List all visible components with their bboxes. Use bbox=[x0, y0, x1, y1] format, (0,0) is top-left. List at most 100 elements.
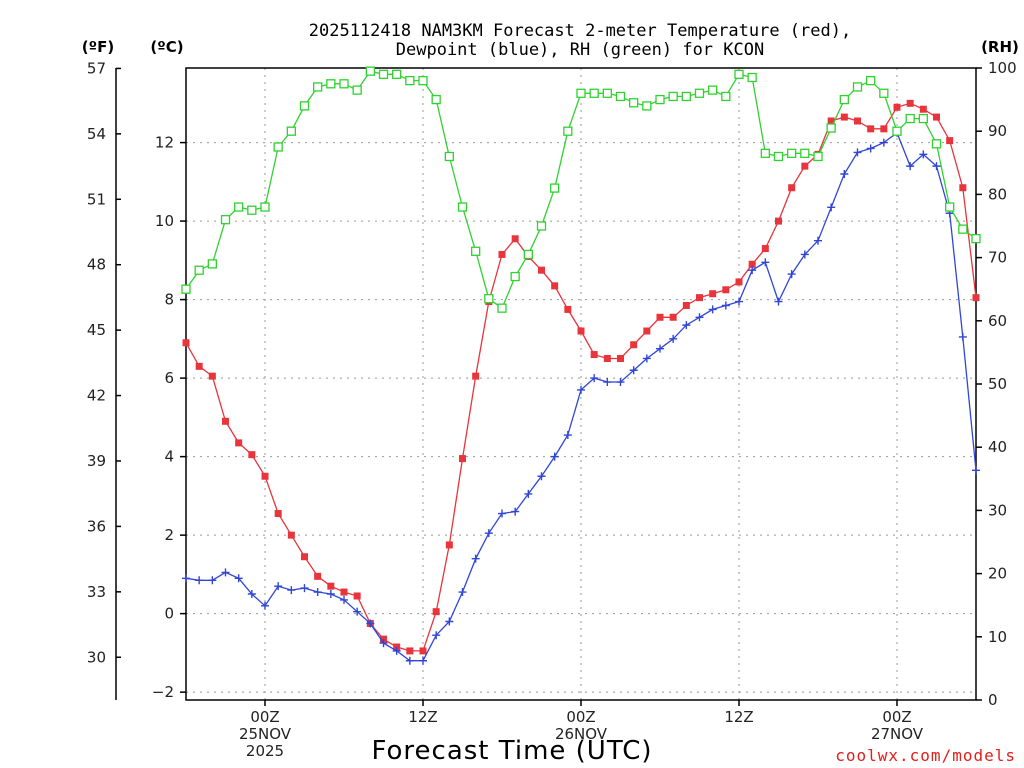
temperature-point bbox=[630, 341, 638, 349]
rh-point bbox=[655, 94, 665, 105]
dewpoint-point bbox=[471, 554, 480, 563]
rh-point bbox=[339, 79, 349, 89]
dewpoint-point bbox=[787, 270, 796, 279]
rh-point bbox=[813, 151, 823, 162]
dewpoint-point bbox=[629, 366, 638, 375]
rh-tick-label: 10 bbox=[988, 628, 1007, 646]
dewpoint-point bbox=[340, 595, 348, 604]
fahrenheit-tick-label: 33 bbox=[87, 583, 106, 601]
dewpoint-point bbox=[537, 472, 546, 481]
rh-tick-label: 0 bbox=[988, 691, 998, 709]
temperature-point bbox=[919, 105, 927, 113]
celsius-tick-label: 10 bbox=[155, 212, 174, 230]
rh-point bbox=[286, 126, 296, 136]
dewpoint-point bbox=[550, 452, 559, 461]
rh-point bbox=[800, 148, 810, 158]
dewpoint-point bbox=[853, 148, 862, 157]
rh-point bbox=[866, 75, 876, 86]
dewpoint-point bbox=[840, 169, 849, 178]
rh-point bbox=[708, 85, 718, 95]
rh-point bbox=[905, 113, 915, 124]
temperature-point bbox=[669, 313, 677, 321]
rh-tick-label: 90 bbox=[988, 122, 1007, 140]
temperature-point bbox=[432, 608, 440, 616]
rh-point bbox=[852, 82, 863, 92]
dewpoint-point bbox=[458, 588, 467, 597]
fahrenheit-tick-label: 57 bbox=[87, 59, 106, 77]
dewpoint-point bbox=[484, 529, 493, 538]
celsius-tick-label: 6 bbox=[164, 369, 174, 387]
rh-point bbox=[418, 75, 428, 86]
temperature-point bbox=[735, 278, 743, 286]
temperature-point bbox=[933, 113, 940, 121]
rh-point bbox=[760, 148, 770, 158]
temperature-point bbox=[893, 103, 901, 111]
series-rh bbox=[181, 66, 981, 313]
rh-point bbox=[365, 66, 375, 76]
temperature-point bbox=[959, 184, 967, 192]
rh-point bbox=[629, 98, 639, 108]
dewpoint-point bbox=[563, 431, 572, 440]
dewpoint-point bbox=[498, 509, 506, 518]
rh-point bbox=[471, 246, 481, 256]
dewpoint-point bbox=[656, 344, 664, 353]
temperature-point bbox=[261, 472, 269, 480]
x-tick-label: 12Z bbox=[724, 708, 753, 726]
dewpoint-point bbox=[392, 646, 401, 655]
x-tick-label: 00Z bbox=[882, 708, 911, 726]
dewpoint-point bbox=[682, 321, 691, 330]
temperature-point bbox=[880, 125, 888, 133]
dewpoint-point bbox=[616, 378, 625, 387]
rh-point bbox=[207, 259, 217, 269]
rh-point bbox=[681, 91, 691, 102]
rh-point bbox=[773, 151, 784, 162]
dewpoint-point bbox=[800, 250, 809, 259]
temperature-point bbox=[195, 362, 203, 370]
dewpoint-point bbox=[234, 574, 243, 583]
temperature-point bbox=[709, 290, 717, 298]
rh-point bbox=[392, 69, 402, 79]
rh-point bbox=[497, 303, 507, 313]
celsius-tick-label: 2 bbox=[164, 526, 174, 544]
celsius-tick-label: 8 bbox=[164, 291, 174, 309]
dewpoint-point bbox=[919, 150, 928, 159]
temperature-point bbox=[761, 245, 769, 253]
rh-point bbox=[642, 101, 652, 111]
rh-point bbox=[826, 123, 836, 133]
dewpoint-point bbox=[695, 313, 704, 322]
temperature-point bbox=[248, 451, 256, 459]
rh-point bbox=[576, 88, 586, 98]
rh-tick-label: 30 bbox=[988, 501, 1007, 519]
dewpoint-point bbox=[932, 162, 941, 171]
celsius-tick-label: 12 bbox=[155, 134, 174, 152]
dewpoint-point bbox=[906, 162, 915, 171]
temperature-point bbox=[643, 327, 651, 335]
temperature-point bbox=[274, 510, 282, 518]
rh-point bbox=[523, 249, 533, 260]
fahrenheit-tick-label: 45 bbox=[87, 321, 106, 339]
fahrenheit-tick-label: 48 bbox=[87, 256, 106, 274]
dewpoint-point bbox=[748, 266, 757, 275]
temperature-point bbox=[538, 266, 545, 274]
rh-point bbox=[839, 94, 849, 105]
rh-point bbox=[615, 91, 626, 102]
dewpoint-point bbox=[287, 586, 296, 595]
temperature-point bbox=[208, 372, 216, 380]
dewpoint-point bbox=[326, 590, 335, 599]
temperature-point bbox=[182, 339, 190, 347]
dewpoint-point bbox=[524, 489, 533, 498]
rh-point bbox=[431, 94, 441, 105]
temperature-point bbox=[972, 294, 980, 302]
rh-tick-label: 60 bbox=[988, 312, 1007, 330]
temperature-point bbox=[696, 294, 703, 302]
rh-point bbox=[326, 79, 336, 89]
dewpoint-point bbox=[261, 601, 269, 610]
rh-point bbox=[299, 101, 310, 111]
temperature-point bbox=[511, 235, 519, 243]
temperature-point bbox=[564, 305, 572, 313]
rh-tick-label: 100 bbox=[988, 59, 1017, 77]
dewpoint-point bbox=[300, 584, 309, 593]
temperature-point bbox=[827, 117, 835, 125]
dewpoint-point bbox=[642, 354, 651, 363]
rh-point bbox=[405, 75, 415, 86]
